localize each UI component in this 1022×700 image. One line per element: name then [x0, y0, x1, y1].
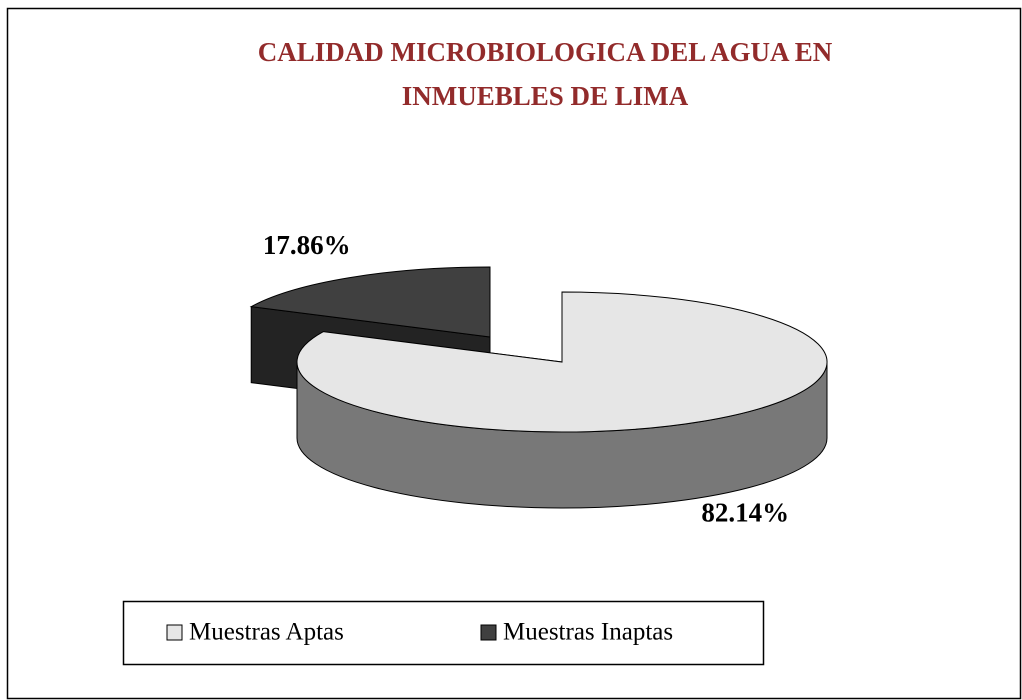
chart-border [6, 7, 1022, 700]
pie-slice [296, 291, 828, 509]
legend-swatch [166, 624, 183, 641]
slice-top [249, 266, 491, 338]
chart-title: CALIDAD MICROBIOLOGICA DEL AGUA EN INMUE… [257, 37, 833, 111]
legend-label: Muestras Inaptas [503, 619, 673, 646]
legend-swatch [480, 624, 497, 641]
slice-top [296, 291, 828, 433]
value-label: 82.14% [701, 497, 789, 527]
legend-label: Muestras Aptas [189, 619, 344, 646]
value-label: 17.86% [263, 230, 351, 260]
legend-box [122, 600, 765, 666]
